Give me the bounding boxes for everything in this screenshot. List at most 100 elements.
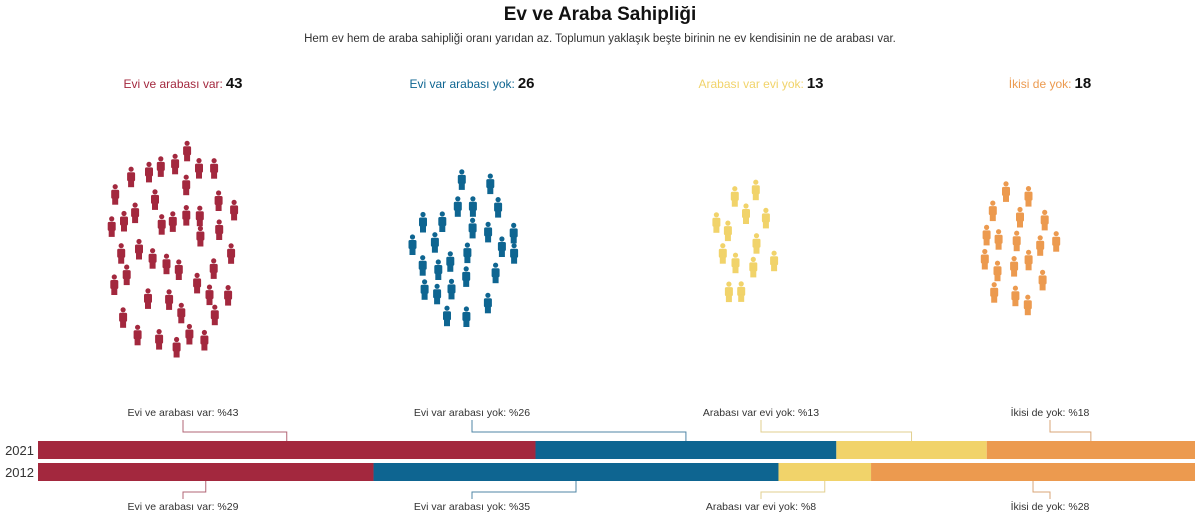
page-title: Ev ve Araba Sahipliği	[503, 4, 697, 25]
person-icon	[1052, 231, 1061, 252]
person-icon	[730, 186, 739, 207]
person-icon	[980, 248, 989, 270]
category-count: 13	[806, 75, 824, 92]
category-header-neither: İkisi de yok: 18	[920, 75, 1180, 92]
annotation-label: Evi ve arabası var: %29	[128, 501, 239, 513]
person-icon	[457, 169, 466, 190]
annotation-leader-line	[471, 481, 577, 499]
person-icon	[1012, 230, 1021, 252]
person-icon	[462, 266, 471, 287]
person-icon	[990, 282, 999, 303]
person-icon	[120, 210, 128, 232]
person-icon	[195, 205, 204, 227]
person-icon	[463, 242, 472, 264]
annotation-label: Arabası var evi yok: %13	[703, 407, 819, 419]
person-icon	[462, 306, 471, 327]
category-header-both: Evi ve arabası var: 43	[53, 75, 313, 92]
person-icon	[155, 329, 164, 350]
category-label: Evi var arabası yok:	[409, 77, 515, 91]
annotation-label: İkisi de yok: %28	[1011, 500, 1090, 513]
person-icon	[224, 285, 233, 306]
person-icon	[483, 292, 492, 314]
person-icon	[177, 302, 186, 324]
bar-segment	[986, 441, 1195, 459]
annotation-label: İkisi de yok: %18	[1011, 406, 1090, 419]
person-icon	[111, 184, 120, 205]
annotation-leader-line	[760, 420, 913, 441]
person-icon	[497, 236, 506, 257]
annotation-leader-line	[760, 481, 826, 499]
person-icon	[420, 279, 429, 300]
person-icon	[172, 336, 181, 358]
bar-segment	[38, 463, 374, 481]
person-icon	[438, 211, 447, 232]
person-icon	[724, 281, 733, 303]
category-label: İkisi de yok:	[1008, 77, 1072, 91]
bar-segment	[38, 441, 536, 459]
person-icon	[1024, 249, 1033, 271]
annotation-leader-line	[182, 420, 288, 441]
person-icon	[205, 284, 214, 306]
person-icon	[468, 196, 477, 217]
person-icon	[443, 305, 451, 327]
person-icon	[182, 205, 191, 226]
person-icon	[486, 173, 495, 195]
person-icon	[447, 278, 456, 300]
person-icon	[200, 329, 209, 351]
person-icon	[419, 211, 427, 233]
person-icon	[110, 274, 119, 295]
person-icon	[751, 179, 760, 201]
person-icon	[196, 225, 205, 247]
person-icon	[148, 248, 157, 269]
person-icon	[446, 251, 455, 272]
person-icon	[156, 156, 165, 177]
person-icon	[182, 174, 191, 196]
year-label: 2012	[5, 465, 34, 480]
category-label: Evi ve arabası var:	[123, 77, 223, 91]
person-icon	[209, 258, 218, 279]
person-icon	[737, 281, 746, 302]
person-icon	[1040, 209, 1049, 231]
person-icon	[122, 264, 131, 286]
person-icon	[131, 202, 140, 224]
person-icon	[494, 197, 503, 218]
person-icon	[993, 260, 1002, 282]
person-icon	[408, 234, 417, 255]
annotation-label: Evi var arabası yok: %35	[414, 501, 530, 513]
page-subtitle: Hem ev hem de araba sahipliği oranı yarı…	[304, 33, 896, 45]
person-icon	[168, 211, 177, 232]
person-icon	[994, 229, 1003, 250]
annotation-leader-line	[471, 420, 687, 441]
bar-segment	[871, 463, 1195, 481]
person-icon	[185, 323, 194, 345]
person-icon	[1016, 206, 1024, 228]
person-icon	[195, 158, 203, 179]
person-icon	[712, 212, 721, 233]
annotation-leader-line	[182, 481, 207, 499]
bar-segment	[373, 463, 779, 481]
person-icon	[1038, 269, 1047, 291]
person-icon	[418, 255, 427, 276]
annotation-leader-line	[1049, 420, 1092, 441]
person-icon	[752, 233, 761, 254]
person-icon	[1011, 285, 1020, 307]
person-icon	[484, 221, 493, 243]
person-icon	[227, 243, 236, 264]
category-header-house-only: Evi var arabası yok: 26	[342, 75, 602, 92]
person-icon	[742, 203, 750, 224]
person-icon	[749, 256, 758, 278]
person-icon	[214, 190, 223, 211]
category-header-car-only: Arabası var evi yok: 13	[631, 75, 891, 92]
bar-segment	[836, 441, 987, 459]
person-icon	[453, 196, 462, 217]
bar-segment	[778, 463, 872, 481]
person-icon	[135, 238, 143, 260]
person-icon	[433, 283, 442, 305]
category-count: 43	[225, 75, 243, 92]
person-icon	[230, 199, 239, 221]
person-icon	[193, 272, 202, 294]
people-clusters	[107, 140, 1061, 358]
person-icon	[731, 252, 740, 274]
person-icon	[1023, 294, 1032, 316]
